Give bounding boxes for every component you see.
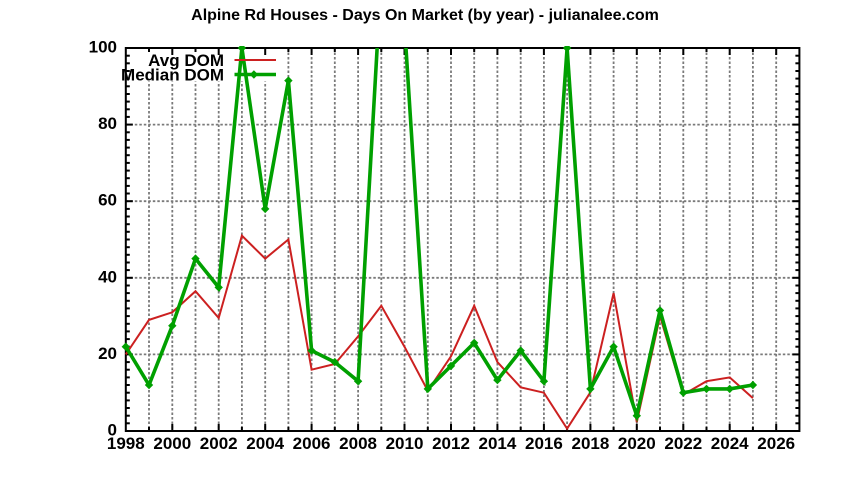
svg-text:2012: 2012	[432, 434, 470, 453]
svg-text:2016: 2016	[525, 434, 563, 453]
svg-text:2026: 2026	[757, 434, 795, 453]
svg-text:2024: 2024	[711, 434, 749, 453]
svg-text:2018: 2018	[571, 434, 609, 453]
svg-text:Avg DOM: Avg DOM	[148, 51, 224, 70]
svg-text:1998: 1998	[107, 434, 145, 453]
svg-text:40: 40	[98, 267, 117, 286]
svg-text:2014: 2014	[478, 434, 516, 453]
svg-text:0: 0	[108, 421, 117, 440]
svg-text:2000: 2000	[153, 434, 191, 453]
svg-text:20: 20	[98, 344, 117, 363]
svg-text:2020: 2020	[618, 434, 656, 453]
svg-text:100: 100	[89, 38, 117, 57]
svg-text:2022: 2022	[664, 434, 702, 453]
svg-text:Median DOM: Median DOM	[121, 65, 224, 84]
svg-text:2002: 2002	[200, 434, 238, 453]
svg-text:2008: 2008	[339, 434, 377, 453]
svg-text:80: 80	[98, 114, 117, 133]
svg-text:2004: 2004	[246, 434, 284, 453]
svg-text:Alpine Rd Houses - Days On Mar: Alpine Rd Houses - Days On Market (by ye…	[191, 7, 659, 24]
svg-text:2010: 2010	[386, 434, 424, 453]
svg-text:2006: 2006	[293, 434, 331, 453]
svg-text:60: 60	[98, 191, 117, 210]
